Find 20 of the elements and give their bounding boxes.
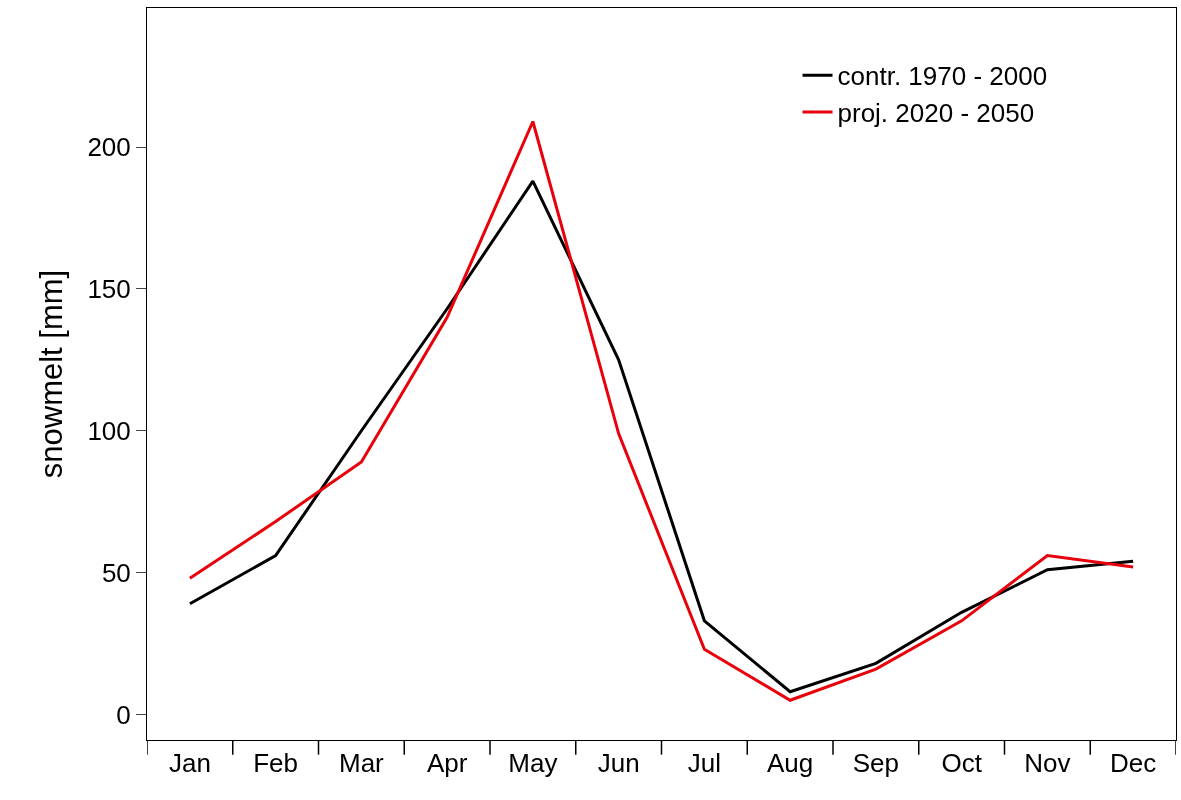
x-tick-label: May	[508, 748, 558, 779]
x-tick-label: Aug	[767, 748, 814, 779]
y-axis-title: snowmelt [mm]	[34, 269, 70, 479]
x-tick-label: Sep	[852, 748, 900, 779]
legend-label: contr. 1970 - 2000	[837, 61, 1048, 92]
x-tick-label: Nov	[1024, 748, 1071, 779]
x-tick-label: Apr	[426, 748, 468, 779]
y-tick-label: 100	[87, 415, 131, 446]
x-tick-label: Oct	[941, 748, 983, 779]
x-tick-label: Mar	[338, 748, 385, 779]
x-tick-label: Jun	[597, 748, 640, 779]
x-tick-label: Feb	[253, 748, 299, 779]
x-tick-label: Jan	[168, 748, 211, 779]
x-tick-label: Jul	[687, 748, 722, 779]
y-tick-label: 0	[116, 699, 131, 730]
legend-label: proj. 2020 - 2050	[837, 98, 1035, 129]
x-tick-label: Dec	[1110, 748, 1157, 779]
y-tick-label: 150	[87, 273, 131, 304]
y-tick-label: 50	[101, 557, 131, 588]
y-tick-label: 200	[87, 132, 131, 163]
